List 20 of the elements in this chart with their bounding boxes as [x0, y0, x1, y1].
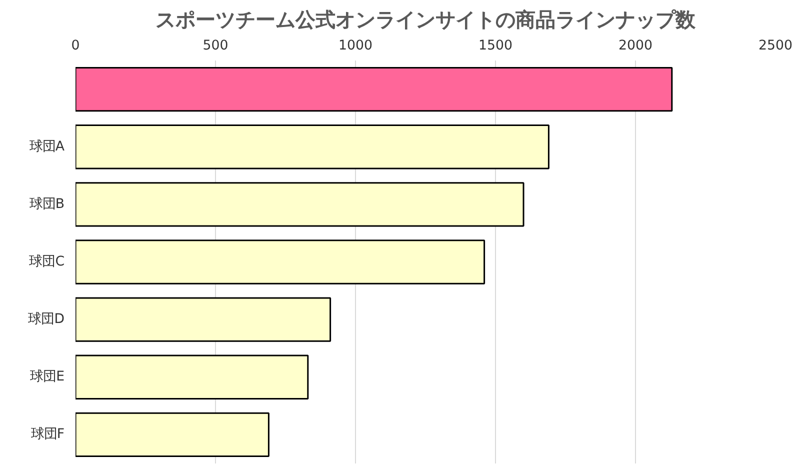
- bar: [76, 240, 486, 284]
- y-tick-label: 球団D: [28, 312, 65, 328]
- y-tick-label: 球団E: [30, 370, 64, 385]
- x-tick-label: 500: [202, 38, 228, 54]
- x-tick-label: 1500: [478, 38, 512, 54]
- bar: [76, 124, 550, 170]
- chart-title: スポーツチーム公式オンラインサイトの商品ラインナップ数: [156, 8, 696, 32]
- y-tick-label: 球団C: [29, 254, 65, 270]
- y-tick-label: 球団B: [29, 196, 65, 212]
- y-tick-label: 球団A: [29, 139, 65, 154]
- bar: [76, 66, 673, 112]
- x-tick-label: 2500: [758, 38, 792, 54]
- x-tick-label: 1000: [338, 38, 372, 54]
- bar: [76, 297, 332, 342]
- y-tick-label: 球団F: [30, 427, 65, 442]
- bar: [76, 182, 524, 227]
- bar: [76, 412, 270, 458]
- x-tick-label: 2000: [618, 38, 652, 54]
- x-tick-label: 0: [71, 38, 80, 54]
- bar: [76, 354, 309, 400]
